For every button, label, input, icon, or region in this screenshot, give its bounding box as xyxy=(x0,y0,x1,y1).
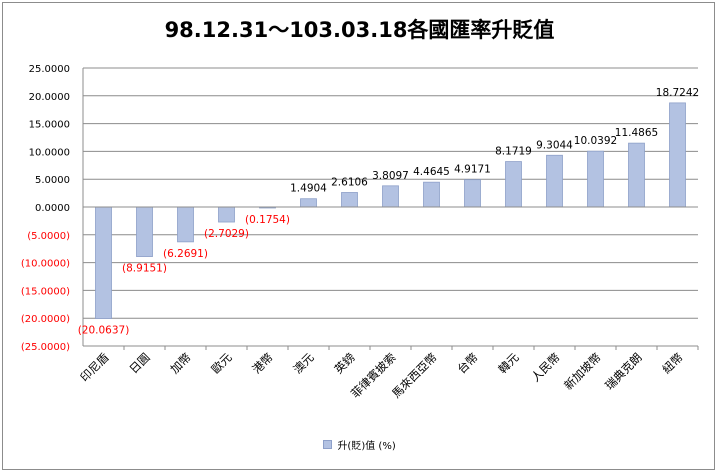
bar xyxy=(300,198,317,208)
x-category-label: 馬來西亞幣 xyxy=(389,350,440,401)
x-category-label: 港幣 xyxy=(249,350,276,377)
y-tick-label: (25.0000) xyxy=(21,342,70,353)
x-category-label: 歐元 xyxy=(208,350,235,377)
bar xyxy=(177,206,194,243)
data-label: (8.9151) xyxy=(122,263,167,275)
bar xyxy=(464,179,481,208)
bar xyxy=(423,181,440,208)
legend: 升(貶)值 (%) xyxy=(0,437,719,452)
y-tick-label: (15.0000) xyxy=(21,286,70,297)
bar xyxy=(136,206,153,257)
chart-title: 98.12.31～103.03.18各國匯率升貶值 xyxy=(164,18,555,42)
x-category-label: 韓元 xyxy=(495,350,522,377)
data-label: 1.4904 xyxy=(290,183,327,195)
data-label: 10.0392 xyxy=(574,135,617,147)
data-label: 18.7242 xyxy=(656,87,699,99)
x-category-label: 日圓 xyxy=(126,350,152,376)
y-tick-label: 10.0000 xyxy=(29,147,70,158)
x-category-label: 人民幣 xyxy=(528,350,563,385)
x-category-label: 新加坡幣 xyxy=(561,350,604,393)
y-tick-label: (10.0000) xyxy=(21,259,70,270)
legend-label: 升(貶)值 (%) xyxy=(337,441,396,452)
y-tick-label: (20.0000) xyxy=(21,314,70,325)
chart-frame xyxy=(2,2,715,470)
y-tick-label: (5.0000) xyxy=(27,231,70,242)
y-tick-label: 25.0000 xyxy=(29,64,70,75)
data-label: (6.2691) xyxy=(163,248,208,260)
data-label: (0.1754) xyxy=(245,214,290,226)
data-label: 2.6106 xyxy=(331,176,368,188)
bar xyxy=(587,150,604,208)
bar xyxy=(505,161,522,208)
bar xyxy=(218,206,235,223)
y-tick-label: 5.0000 xyxy=(35,175,70,186)
y-tick-label: 0.0000 xyxy=(35,203,70,214)
x-category-label: 英鎊 xyxy=(331,350,357,376)
legend-swatch xyxy=(323,440,333,449)
bar xyxy=(382,185,399,208)
data-label: 8.1719 xyxy=(495,146,532,158)
x-category-label: 加幣 xyxy=(167,350,194,377)
y-tick-label: 15.0000 xyxy=(29,120,70,131)
x-category-label: 瑞典克朗 xyxy=(602,350,644,392)
bar xyxy=(95,206,112,319)
bar xyxy=(341,192,358,208)
bar xyxy=(669,102,686,208)
x-category-label: 台幣 xyxy=(454,350,481,377)
y-tick-label: 20.0000 xyxy=(29,92,70,103)
data-label: (2.7029) xyxy=(204,228,249,240)
data-label: (20.0637) xyxy=(78,325,130,337)
x-category-label: 澳元 xyxy=(290,350,317,377)
data-label: 4.4645 xyxy=(413,166,450,178)
bar xyxy=(628,142,645,208)
x-category-label: 印尼盾 xyxy=(77,350,112,385)
x-category-label: 紐幣 xyxy=(659,350,686,377)
bar xyxy=(546,154,563,208)
data-label: 9.3044 xyxy=(536,139,573,151)
data-label: 3.8097 xyxy=(372,170,409,182)
data-label: 4.9171 xyxy=(454,164,491,176)
data-label: 11.4865 xyxy=(615,127,658,139)
